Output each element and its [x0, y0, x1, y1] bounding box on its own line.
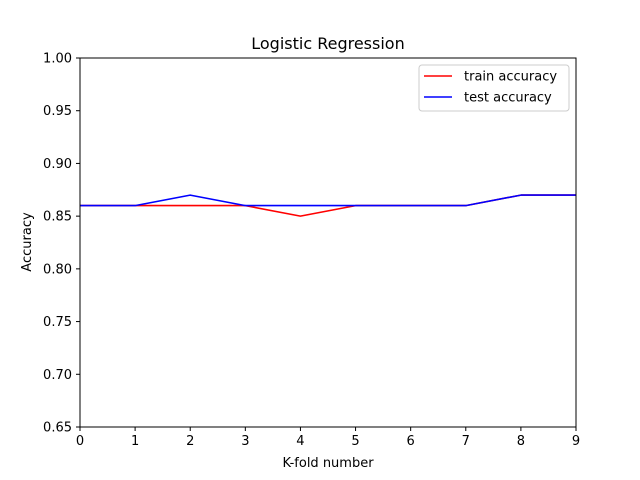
x-tick-label: 7	[462, 434, 470, 449]
y-tick-label: 0.95	[43, 104, 72, 119]
y-tick-label: 0.70	[43, 368, 72, 383]
legend-box	[418, 64, 570, 112]
x-tick-label: 5	[351, 434, 359, 449]
legend-label-train-accuracy: train accuracy	[464, 70, 557, 85]
y-tick-label: 0.85	[43, 210, 72, 225]
x-axis-label: K-fold number	[282, 456, 374, 471]
x-tick-label: 4	[296, 434, 304, 449]
plot-frame	[79, 57, 577, 428]
y-tick-label: 1.00	[43, 52, 72, 67]
x-tick-label: 2	[186, 434, 194, 449]
x-tick-label: 1	[131, 434, 139, 449]
series-line-test-accuracy	[80, 194, 576, 207]
legend: train accuracy test accuracy	[418, 64, 570, 112]
x-tick-label: 3	[241, 434, 249, 449]
y-tick-label: 0.65	[43, 421, 72, 436]
series-layer	[80, 194, 576, 217]
axes-layer: 0 1 2 3 4 5 6 7 8 9 0.65 0.70 0.75 0.80 0.85 0.90 0.95 1.…	[43, 52, 580, 450]
y-tick-label: 0.80	[43, 262, 72, 277]
y-tick-label: 0.75	[43, 315, 72, 330]
x-tick-label: 0	[76, 434, 84, 449]
y-axis-label: Accuracy	[20, 212, 35, 272]
x-tick-label: 6	[407, 434, 415, 449]
chart-title: Logistic Regression	[251, 34, 404, 53]
x-tick-label: 9	[572, 434, 580, 449]
x-tick-label: 8	[517, 434, 525, 449]
legend-label-test-accuracy: test accuracy	[464, 91, 552, 106]
y-tick-label: 0.90	[43, 157, 72, 172]
